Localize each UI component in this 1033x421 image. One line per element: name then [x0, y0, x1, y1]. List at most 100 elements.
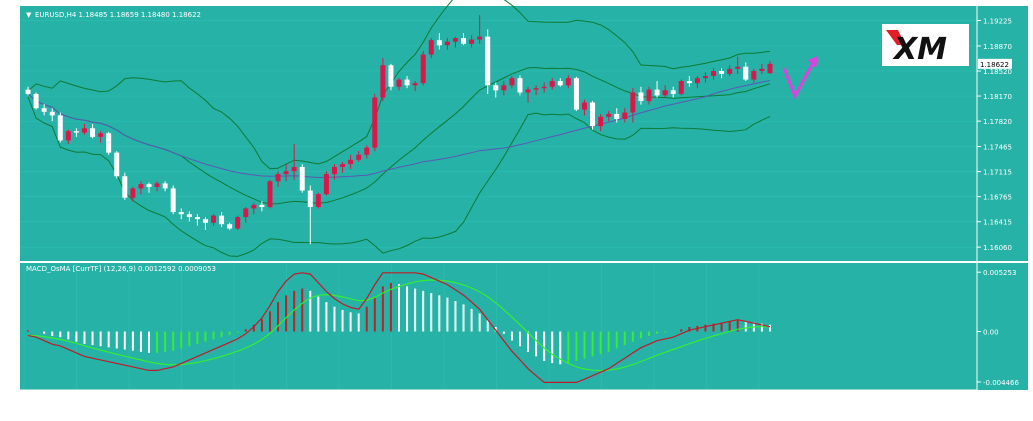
bollinger-lower-line [27, 96, 771, 257]
candle-body [678, 81, 684, 94]
candle-body [323, 174, 329, 195]
candle-body [444, 41, 450, 46]
macd-main-line [27, 272, 771, 383]
candle-body [436, 40, 442, 46]
candle-body [146, 184, 152, 187]
candle-body [743, 66, 749, 80]
candle-body [227, 224, 233, 229]
candle-body [501, 85, 507, 91]
candle-body [573, 78, 579, 110]
candle-body [711, 71, 717, 77]
time-tick-label: 3 Nov 16:00 [287, 394, 330, 402]
candle-body [57, 115, 63, 141]
current-price-tag [978, 58, 1012, 69]
candle-body [549, 81, 555, 87]
candle-body [122, 176, 128, 198]
candle-body [283, 171, 289, 175]
candle-body [340, 164, 346, 167]
moving-average-line [27, 80, 771, 179]
bollinger-upper-line [27, 0, 771, 170]
forecast-arrow-icon [782, 60, 816, 100]
time-tick-label: 28 Oct 16:00 [77, 394, 123, 402]
time-tick-label: 5 Nov 16:00 [392, 394, 435, 402]
price-tick-label: 1.18170 [983, 93, 1012, 101]
price-tick-label: 1.16765 [983, 194, 1012, 202]
candle-body [412, 83, 418, 86]
collapse-triangle-icon[interactable]: ▼ [26, 11, 32, 19]
candle-body [533, 88, 539, 90]
candle-body [565, 78, 571, 86]
candle-body [235, 217, 241, 229]
xm-logo: XM [882, 24, 969, 67]
candle-body [622, 112, 628, 119]
candle-body [130, 188, 136, 198]
symbol-header: EURUSD,H4 1.18485 1.18659 1.18480 1.1862… [35, 11, 201, 19]
candle-body [98, 133, 104, 137]
candle-body [630, 92, 636, 113]
candle-body [469, 39, 475, 44]
candle-body [315, 194, 321, 208]
candle-body [420, 54, 426, 84]
candle-body [307, 190, 313, 208]
candle-body [525, 89, 531, 93]
candle-body [364, 147, 370, 155]
candle-body [299, 166, 305, 191]
candle-body [517, 78, 523, 93]
candle-body [211, 215, 217, 223]
price-tick-label: 1.18520 [983, 68, 1012, 76]
candle-body [49, 111, 55, 116]
price-tick-label: 1.19225 [983, 18, 1012, 26]
candle-body [331, 166, 337, 175]
candle-body [275, 174, 281, 182]
time-tick-label: 16 Nov 16:00 [759, 394, 806, 402]
candle-body [638, 92, 644, 102]
time-tick-label: 11 Nov 16:00 [602, 394, 649, 402]
candle-body [348, 159, 354, 165]
candle-body [614, 113, 620, 119]
candle-body [388, 65, 394, 87]
candle-body [767, 63, 773, 74]
candle-body [477, 36, 483, 40]
time-tick-label: 12 Nov 16:00 [654, 394, 701, 402]
candle-body [735, 66, 741, 69]
candle-body [541, 86, 547, 89]
candle-body [81, 128, 87, 133]
candle-body [114, 152, 120, 177]
time-tick-label: 30 Oct 16:00 [182, 394, 228, 402]
candle-body [41, 108, 47, 112]
candle-body [396, 79, 402, 87]
time-tick-label: 2 Nov 16:00 [234, 394, 277, 402]
macd-tick-label: 0.005253 [983, 269, 1016, 277]
candle-body [654, 89, 660, 96]
candle-body [162, 183, 168, 189]
time-tick-label: 4 Nov 16:00 [339, 394, 382, 402]
candle-body [694, 78, 700, 84]
candle-body [404, 79, 410, 86]
price-tick-label: 1.17465 [983, 144, 1012, 152]
candle-body [291, 166, 297, 172]
time-tick-label: 9 Nov 16:00 [497, 394, 540, 402]
candle-body [186, 214, 192, 218]
candle-body [106, 133, 112, 153]
price-tick-label: 1.17820 [983, 118, 1012, 126]
candle-body [243, 208, 249, 218]
candle-body [219, 215, 225, 225]
candle-body [751, 71, 757, 80]
current-price-label: 1.18622 [980, 61, 1009, 69]
candle-body [493, 85, 499, 91]
candle-body [461, 38, 467, 44]
candle-body [194, 217, 200, 220]
macd-tick-label: -0.004466 [983, 379, 1019, 387]
price-tick-label: 1.18870 [983, 43, 1012, 51]
candle-body [372, 97, 378, 148]
candle-body [33, 93, 39, 109]
chart-background [20, 6, 1028, 390]
candle-body [557, 81, 563, 86]
candle-body [267, 181, 273, 208]
macd-signal-line [27, 279, 770, 372]
candle-body [590, 102, 596, 127]
candle-body [178, 212, 184, 215]
candle-body [170, 188, 176, 213]
